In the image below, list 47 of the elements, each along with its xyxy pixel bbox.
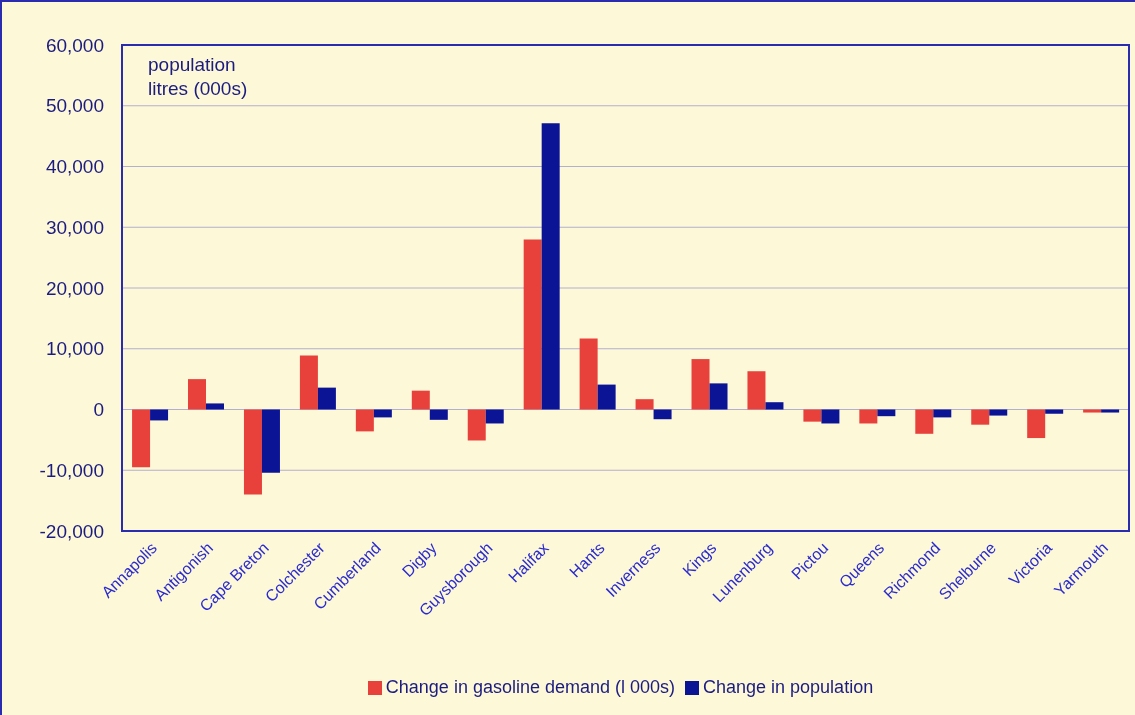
bar <box>579 338 598 410</box>
bar <box>485 409 504 424</box>
annotation: population <box>148 54 236 75</box>
bar <box>317 387 336 410</box>
bar <box>635 399 654 410</box>
bar <box>411 390 430 410</box>
bar <box>597 384 616 410</box>
legend-label: Change in population <box>703 677 874 697</box>
bar <box>971 409 990 425</box>
y-tick-label: 30,000 <box>45 216 104 238</box>
annotation: litres (000s) <box>148 78 248 99</box>
legend-label: Change in gasoline demand (l 000s) <box>385 677 676 697</box>
bar <box>299 355 318 410</box>
bar <box>877 409 896 417</box>
bar <box>429 409 448 420</box>
bar <box>709 383 728 410</box>
bar <box>821 409 840 424</box>
bar <box>541 123 560 410</box>
y-tick-label: 40,000 <box>45 156 104 178</box>
y-tick-label: 0 <box>93 399 104 421</box>
y-tick-label: 20,000 <box>45 277 104 299</box>
y-tick-label: 50,000 <box>45 95 104 117</box>
bar <box>243 409 262 495</box>
bar <box>132 409 151 468</box>
bar <box>1045 409 1064 414</box>
y-tick-label: -10,000 <box>39 459 104 481</box>
y-tick-label: 10,000 <box>45 338 104 360</box>
bar <box>523 239 542 410</box>
bar <box>206 403 225 410</box>
bar <box>355 409 374 432</box>
bar <box>915 409 934 434</box>
bar <box>859 409 878 424</box>
bar <box>747 371 766 410</box>
bar <box>467 409 486 441</box>
bar <box>803 409 822 422</box>
bar <box>653 409 672 420</box>
bar <box>1083 409 1102 413</box>
bar <box>150 409 169 421</box>
bar <box>1027 409 1046 439</box>
bar <box>188 379 207 410</box>
bar <box>1101 409 1120 413</box>
y-tick-label: 60,000 <box>45 34 104 56</box>
bar <box>765 402 784 410</box>
y-tick-label: -20,000 <box>39 520 104 542</box>
bar <box>989 409 1008 416</box>
bar <box>691 359 710 410</box>
bar <box>261 409 280 473</box>
